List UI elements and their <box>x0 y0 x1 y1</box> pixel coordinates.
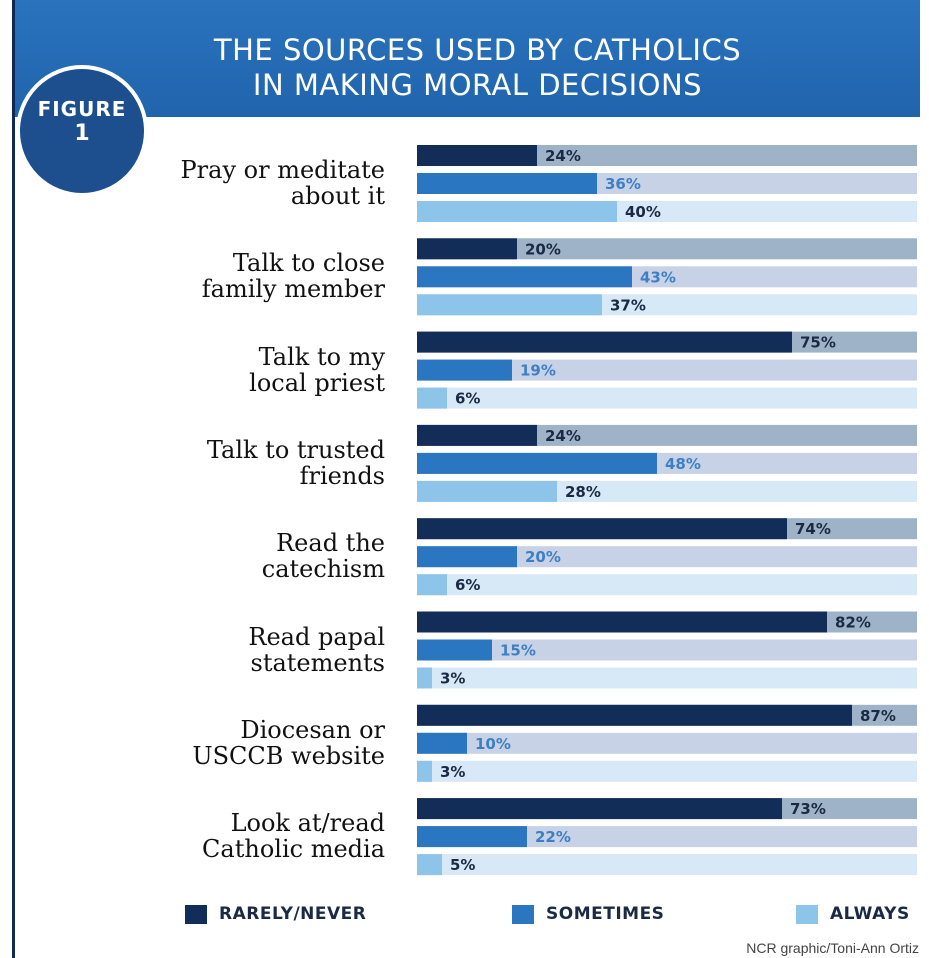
legend-sometimes: SOMETIMES <box>512 903 664 925</box>
data-label-always: 28% <box>565 483 601 501</box>
data-label-rarely: 24% <box>545 147 581 165</box>
data-label-rarely: 75% <box>800 334 836 352</box>
data-label-always: 3% <box>440 763 465 781</box>
bar-always <box>417 574 447 596</box>
bar-rarely <box>417 518 787 540</box>
figure-badge-word: FIGURE <box>37 97 127 121</box>
bar-sometimes <box>417 452 657 474</box>
credit-line: NCR graphic/Toni-Ann Ortiz <box>746 940 919 956</box>
data-label-sometimes: 43% <box>640 268 676 286</box>
bar-always <box>417 294 602 316</box>
bar-rarely <box>417 704 852 726</box>
bar-track-sometimes <box>417 639 917 661</box>
data-label-sometimes: 15% <box>500 642 536 660</box>
bar-always <box>417 480 557 502</box>
bar-always <box>417 760 432 782</box>
data-label-rarely: 82% <box>835 614 871 632</box>
chart-title-line-2: IN MAKING MORAL DECISIONS <box>252 68 703 102</box>
legend-label-rarely: RARELY/NEVER <box>219 904 367 924</box>
bar-rarely <box>417 611 827 633</box>
data-label-sometimes: 20% <box>525 548 561 566</box>
category-label: Read the catechism <box>261 529 385 584</box>
bar-track-sometimes <box>417 359 917 381</box>
data-label-sometimes: 10% <box>475 735 511 753</box>
bar-sometimes <box>417 173 597 194</box>
bar-rarely <box>417 238 517 260</box>
category-label: Talk to close family member <box>201 249 385 304</box>
bar-always <box>417 854 442 876</box>
bar-rarely <box>417 331 792 353</box>
legend-label-always: ALWAYS <box>830 904 910 924</box>
data-label-sometimes: 48% <box>665 455 701 473</box>
category-label: Diocesan or USCCB website <box>192 715 385 770</box>
legend-swatch-always <box>796 904 818 924</box>
bar-track-always <box>417 387 917 409</box>
bar-sometimes <box>417 266 632 288</box>
data-label-always: 6% <box>455 390 480 408</box>
data-label-sometimes: 22% <box>535 828 571 846</box>
bar-sometimes <box>417 639 492 661</box>
data-label-sometimes: 19% <box>520 362 556 380</box>
bar-rarely <box>417 424 537 446</box>
data-label-always: 40% <box>625 203 661 221</box>
data-label-always: 3% <box>440 670 465 688</box>
header-band <box>15 0 920 117</box>
bar-always <box>417 387 447 409</box>
bar-track-sometimes <box>417 732 917 754</box>
bar-track-always <box>417 854 917 876</box>
data-label-always: 37% <box>610 296 646 314</box>
chart-title-line-1: THE SOURCES USED BY CATHOLICS <box>213 33 742 67</box>
legend-swatch-rarely <box>185 904 207 924</box>
figure-badge: FIGURE 1 <box>16 65 148 197</box>
bar-track-rarely <box>417 238 917 260</box>
bar-track-sometimes <box>417 546 917 568</box>
category-label: Pray or meditate about it <box>180 156 385 210</box>
legend-always: ALWAYS <box>796 903 910 925</box>
category-label: Read papal statements <box>248 622 385 677</box>
category-label: Talk to trusted friends <box>206 435 385 490</box>
bar-track-rarely <box>417 145 917 166</box>
bar-track-rarely <box>417 424 917 446</box>
legend-swatch-sometimes <box>512 904 534 924</box>
data-label-rarely: 74% <box>795 520 831 538</box>
legend-rarely: RARELY/NEVER <box>185 903 366 925</box>
bar-track-always <box>417 667 917 689</box>
bar-sometimes <box>417 359 512 381</box>
category-label: Talk to my local priest <box>249 342 385 397</box>
legend-label-sometimes: SOMETIMES <box>546 904 665 924</box>
data-label-rarely: 87% <box>860 707 896 725</box>
bar-rarely <box>417 798 782 820</box>
bar-always <box>417 667 432 689</box>
data-label-always: 5% <box>450 856 475 874</box>
bar-track-sometimes <box>417 826 917 848</box>
figure-badge-number: 1 <box>74 121 90 146</box>
category-labels: Pray or meditate about it Talk to close f… <box>100 0 385 958</box>
bar-rarely <box>417 145 537 166</box>
data-label-always: 6% <box>455 576 480 594</box>
bar-track-always <box>417 760 917 782</box>
data-label-rarely: 73% <box>790 800 826 818</box>
data-label-rarely: 24% <box>545 427 581 445</box>
bar-sometimes <box>417 546 517 568</box>
data-label-rarely: 20% <box>525 240 561 258</box>
bar-track-always <box>417 574 917 596</box>
data-label-sometimes: 36% <box>605 175 641 193</box>
bar-sometimes <box>417 732 467 754</box>
category-label: Look at/read Catholic media <box>202 809 385 864</box>
bar-always <box>417 201 617 222</box>
chart-title: THE SOURCES USED BY CATHOLICS IN MAKING … <box>15 33 920 103</box>
bar-sometimes <box>417 826 527 848</box>
